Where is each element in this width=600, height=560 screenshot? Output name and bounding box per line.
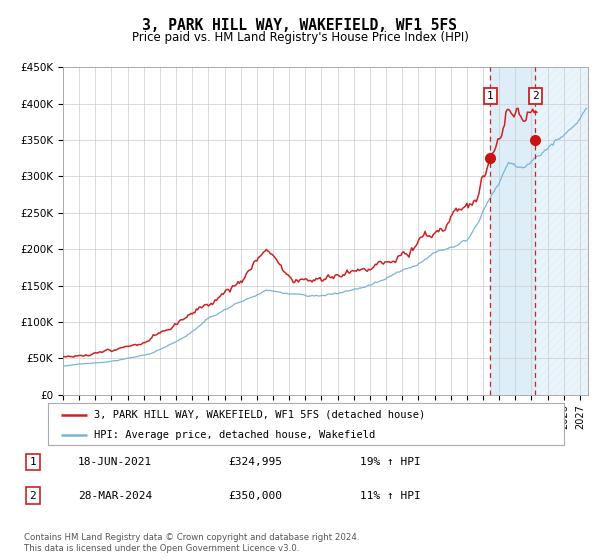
Text: HPI: Average price, detached house, Wakefield: HPI: Average price, detached house, Wake…	[94, 430, 376, 440]
Text: 3, PARK HILL WAY, WAKEFIELD, WF1 5FS: 3, PARK HILL WAY, WAKEFIELD, WF1 5FS	[143, 18, 458, 34]
Text: 2: 2	[29, 491, 37, 501]
Text: 19% ↑ HPI: 19% ↑ HPI	[360, 457, 421, 467]
Text: 11% ↑ HPI: 11% ↑ HPI	[360, 491, 421, 501]
Text: £350,000: £350,000	[228, 491, 282, 501]
Text: 28-MAR-2024: 28-MAR-2024	[78, 491, 152, 501]
Bar	[535, 67, 588, 395]
Bar	[490, 67, 535, 395]
Text: 1: 1	[487, 91, 494, 101]
Text: 1: 1	[29, 457, 37, 467]
Text: 3, PARK HILL WAY, WAKEFIELD, WF1 5FS (detached house): 3, PARK HILL WAY, WAKEFIELD, WF1 5FS (de…	[94, 410, 425, 420]
Text: 18-JUN-2021: 18-JUN-2021	[78, 457, 152, 467]
Text: 2: 2	[532, 91, 539, 101]
Text: This data is licensed under the Open Government Licence v3.0.: This data is licensed under the Open Gov…	[24, 544, 299, 553]
Text: Contains HM Land Registry data © Crown copyright and database right 2024.: Contains HM Land Registry data © Crown c…	[24, 533, 359, 542]
Text: Price paid vs. HM Land Registry's House Price Index (HPI): Price paid vs. HM Land Registry's House …	[131, 31, 469, 44]
Text: £324,995: £324,995	[228, 457, 282, 467]
